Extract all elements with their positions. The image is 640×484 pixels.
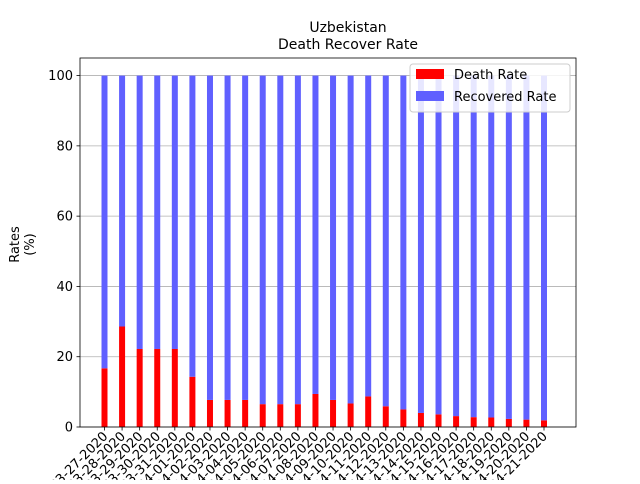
chart-title: Uzbekistan <box>309 20 386 36</box>
bar-recovered-rate <box>435 75 442 415</box>
bar-recovered-rate <box>136 75 143 349</box>
y-tick-label: 40 <box>56 280 73 295</box>
bar-death-rate <box>312 393 319 427</box>
bar-recovered-rate <box>206 75 213 400</box>
bar-recovered-rate <box>488 75 495 418</box>
y-axis-label: Rates(%) <box>8 226 38 263</box>
bar-death-rate <box>365 396 372 427</box>
bar-recovered-rate <box>523 75 530 420</box>
bar-death-rate <box>417 412 424 427</box>
chart-subtitle: Death Recover Rate <box>278 37 418 53</box>
bar-recovered-rate <box>277 75 284 405</box>
legend-swatch <box>416 69 444 79</box>
bar-death-rate <box>119 326 126 427</box>
bar-recovered-rate <box>259 75 266 405</box>
y-tick-label: 80 <box>56 139 73 154</box>
bar-recovered-rate <box>312 75 319 394</box>
bar-death-rate <box>277 404 284 427</box>
legend-label: Death Rate <box>454 68 527 83</box>
bar-recovered-rate <box>294 75 301 405</box>
bar-death-rate <box>224 399 231 427</box>
bar-death-rate <box>154 348 161 427</box>
bar-death-rate <box>242 399 249 427</box>
y-tick-label: 60 <box>56 210 73 225</box>
bar-recovered-rate <box>417 75 424 413</box>
bar-death-rate <box>136 348 143 427</box>
bar-death-rate <box>294 404 301 427</box>
bar-death-rate <box>488 417 495 427</box>
y-tick-label: 0 <box>65 421 73 436</box>
bar-death-rate <box>259 404 266 427</box>
legend: Death Rate Recovered Rate <box>409 63 571 113</box>
bar-recovered-rate <box>505 75 512 419</box>
bar-recovered-rate <box>400 75 407 410</box>
bar-death-rate <box>382 406 389 427</box>
y-tick-label: 20 <box>56 350 73 365</box>
bar-recovered-rate <box>171 75 178 349</box>
bar-death-rate <box>101 368 108 427</box>
bar-death-rate <box>505 418 512 427</box>
bars-layer <box>101 75 547 427</box>
legend-swatch <box>416 91 444 101</box>
bar-recovered-rate <box>541 75 547 421</box>
bar-death-rate <box>330 399 337 427</box>
bar-death-rate <box>523 419 530 427</box>
bar-death-rate <box>189 376 196 427</box>
bar-death-rate <box>453 416 460 427</box>
bar-recovered-rate <box>453 75 460 417</box>
bar-recovered-rate <box>470 75 477 418</box>
bar-recovered-rate <box>365 75 372 397</box>
bar-death-rate <box>435 414 442 427</box>
bar-death-rate <box>541 420 547 427</box>
bar-recovered-rate <box>224 75 231 400</box>
bar-recovered-rate <box>154 75 161 349</box>
bar-death-rate <box>470 417 477 427</box>
bar-death-rate <box>206 399 213 427</box>
bar-death-rate <box>171 348 178 427</box>
bar-death-rate <box>400 409 407 427</box>
bar-recovered-rate <box>101 75 108 369</box>
legend-label: Recovered Rate <box>454 90 557 105</box>
plot-frame <box>79 57 577 428</box>
bar-recovered-rate <box>382 75 389 407</box>
y-tick-label: 100 <box>48 69 73 84</box>
bar-death-rate <box>347 403 354 427</box>
bar-recovered-rate <box>330 75 337 400</box>
bar-recovered-rate <box>119 75 126 327</box>
legend-frame <box>409 63 571 113</box>
bar-recovered-rate <box>189 75 196 377</box>
bar-recovered-rate <box>347 75 354 404</box>
bar-recovered-rate <box>242 75 249 400</box>
